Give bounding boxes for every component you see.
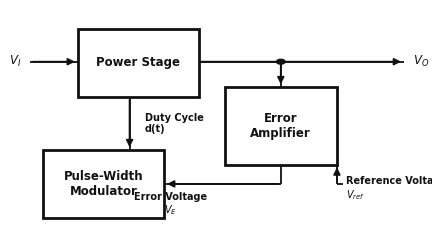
FancyBboxPatch shape [225, 87, 337, 165]
Text: Reference Voltage
$V_{ref}$: Reference Voltage $V_{ref}$ [346, 176, 432, 202]
Text: Error
Amplifier: Error Amplifier [251, 112, 311, 140]
Text: $V_O$: $V_O$ [413, 54, 429, 69]
Text: Error Voltage
$V_E$: Error Voltage $V_E$ [134, 192, 207, 217]
Text: Power Stage: Power Stage [96, 56, 180, 69]
FancyBboxPatch shape [43, 150, 164, 218]
Text: $V_I$: $V_I$ [9, 54, 21, 69]
FancyBboxPatch shape [78, 29, 199, 97]
Text: Pulse-Width
Modulator: Pulse-Width Modulator [64, 170, 143, 198]
Text: Duty Cycle
d(t): Duty Cycle d(t) [145, 113, 203, 134]
Circle shape [276, 59, 285, 64]
